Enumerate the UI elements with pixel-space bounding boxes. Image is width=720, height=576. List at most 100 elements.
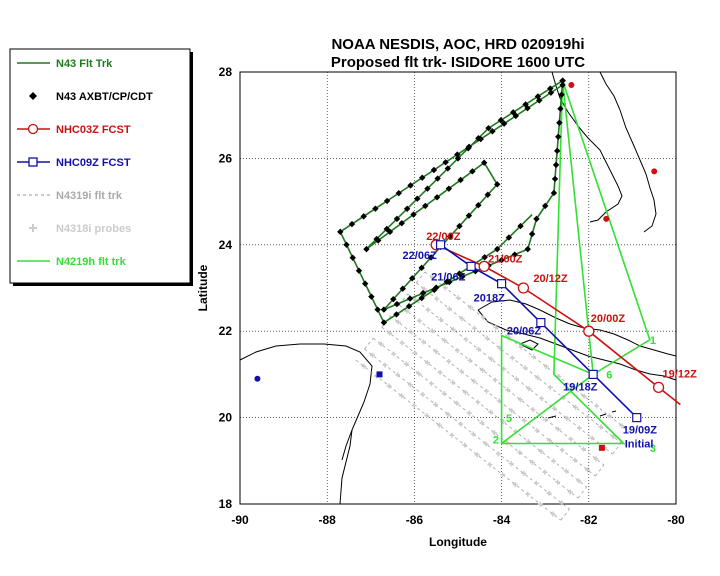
- n43-drop-marker: [559, 81, 566, 89]
- n4318-probe: [547, 385, 553, 391]
- n43-drop-marker: [511, 251, 518, 258]
- n4318-probe: [472, 325, 478, 331]
- n4318-probe: [446, 359, 452, 365]
- n43-drop-marker: [528, 230, 536, 238]
- n4318-probe: [459, 316, 465, 322]
- n43-drop-marker: [414, 195, 421, 202]
- n4318-probe: [567, 489, 573, 495]
- n4319-track-leg: [424, 271, 631, 433]
- n43-drop-marker: [430, 166, 438, 174]
- n4318-probe: [525, 491, 531, 497]
- n4319-track-leg: [407, 293, 613, 455]
- n4219-waypoint-label: 3: [650, 443, 656, 455]
- n43-drop-marker: [343, 241, 350, 248]
- n4318-probe: [572, 457, 578, 463]
- n4318-probe: [462, 389, 468, 395]
- n43-drop-marker: [556, 119, 563, 126]
- n4318-probe: [416, 371, 422, 377]
- n4318-probe: [407, 382, 413, 388]
- n4318-probe: [471, 378, 477, 384]
- nhc03-forecast-point: [517, 282, 530, 294]
- n4318-probe: [598, 424, 604, 430]
- n4318-probe: [421, 286, 427, 292]
- n43-drop-marker: [475, 202, 482, 209]
- nhc09-track-line: [440, 244, 638, 419]
- n4318-probe: [543, 416, 549, 422]
- n4318-probe: [429, 381, 435, 387]
- n4318-probe: [531, 354, 537, 360]
- plot-area: 1 2 3 5 6 19/12Z 20/00Z 20/12Z 21/00Z 22/00Z 19/…: [239, 71, 697, 521]
- n43-drop-marker: [457, 176, 464, 184]
- n43-drop-marker: [505, 234, 513, 241]
- y-tick-label: 24: [219, 238, 233, 252]
- nhc09-forecast-point: [632, 413, 642, 423]
- site-dot-marker: [651, 168, 658, 175]
- n4318-probe: [568, 383, 574, 389]
- n4318-probe: [462, 442, 468, 448]
- nhc09-forecast-point: [588, 369, 598, 379]
- n4219-waypoint-label: 5: [506, 413, 512, 425]
- n4318-probe: [535, 375, 541, 381]
- n43-drop-marker: [380, 306, 388, 313]
- legend-shadow-right: [190, 52, 193, 286]
- n4318-probe: [493, 324, 499, 330]
- n4318-probe: [576, 425, 582, 431]
- n43-drop-marker: [494, 181, 501, 188]
- n4318-probe: [421, 339, 427, 345]
- n43-drop-marker: [393, 300, 401, 308]
- legend-entry: N4319i flt trk: [17, 190, 123, 202]
- n43-drop-marker: [348, 220, 356, 228]
- n43-drop-marker: [360, 213, 367, 220]
- x-tick-label: -88: [319, 513, 337, 527]
- n43-drop-marker: [542, 202, 549, 210]
- n4318-probe: [463, 336, 469, 342]
- n43-drop-marker: [533, 215, 540, 223]
- n4318-probe: [475, 399, 481, 405]
- n4318-probe: [509, 408, 515, 414]
- n43-drop-marker: [485, 124, 492, 132]
- n4318-probe: [430, 275, 436, 281]
- n4318-probe: [529, 459, 535, 465]
- n4318-probe: [522, 365, 528, 371]
- legend-label: NHC09Z FCST: [56, 157, 131, 169]
- n4318-probe: [483, 441, 489, 447]
- n43-drop-marker: [444, 165, 452, 172]
- n43-drop-marker: [375, 237, 382, 244]
- n4318-probe: [479, 420, 485, 426]
- n4318-probe: [395, 319, 401, 325]
- n43-drop-marker: [407, 182, 414, 189]
- n43-drop-marker: [409, 275, 416, 282]
- n43-drop-marker: [454, 151, 461, 158]
- n4318-probe: [442, 285, 448, 291]
- n4318-probe: [542, 469, 548, 475]
- n43-drop-marker: [517, 222, 524, 230]
- n43-drop-marker: [481, 254, 488, 261]
- nhc09-time-label: 21/06Z: [431, 271, 466, 283]
- n43-drop-marker: [399, 285, 406, 292]
- n4318-probe: [424, 413, 430, 419]
- nhc03-forecast-point: [583, 325, 595, 337]
- n4318-probe: [369, 352, 375, 358]
- n4318-probe: [454, 347, 460, 353]
- n43-drop-marker: [550, 189, 558, 197]
- nhc03-time-label: 20/00Z: [591, 313, 626, 325]
- n43-drop-marker: [355, 267, 363, 274]
- n4318-probe: [361, 363, 367, 369]
- n43-drop-marker: [456, 270, 463, 277]
- n4318-probe: [505, 387, 511, 393]
- x-tick-labels: -90 -88 -86 -84 -82 -80: [231, 513, 685, 527]
- n43-drop-marker: [500, 120, 508, 127]
- n4318-probe: [593, 456, 599, 462]
- n4318-probe: [488, 356, 494, 362]
- n43-drop-marker: [337, 228, 344, 236]
- n4318-probe: [438, 317, 444, 323]
- n4318-probe: [508, 461, 514, 467]
- n4219-waypoint-label: 6: [606, 370, 612, 382]
- n4318-probe: [547, 437, 553, 443]
- n4319-track-leg: [355, 359, 562, 521]
- n4318-probe: [517, 450, 523, 456]
- n4318-probe: [445, 411, 451, 417]
- n4319-track-turn: [612, 442, 622, 455]
- n4318-probe: [487, 462, 493, 468]
- title-line1: NOAA NESDIS, AOC, HRD 020919hi: [331, 36, 584, 53]
